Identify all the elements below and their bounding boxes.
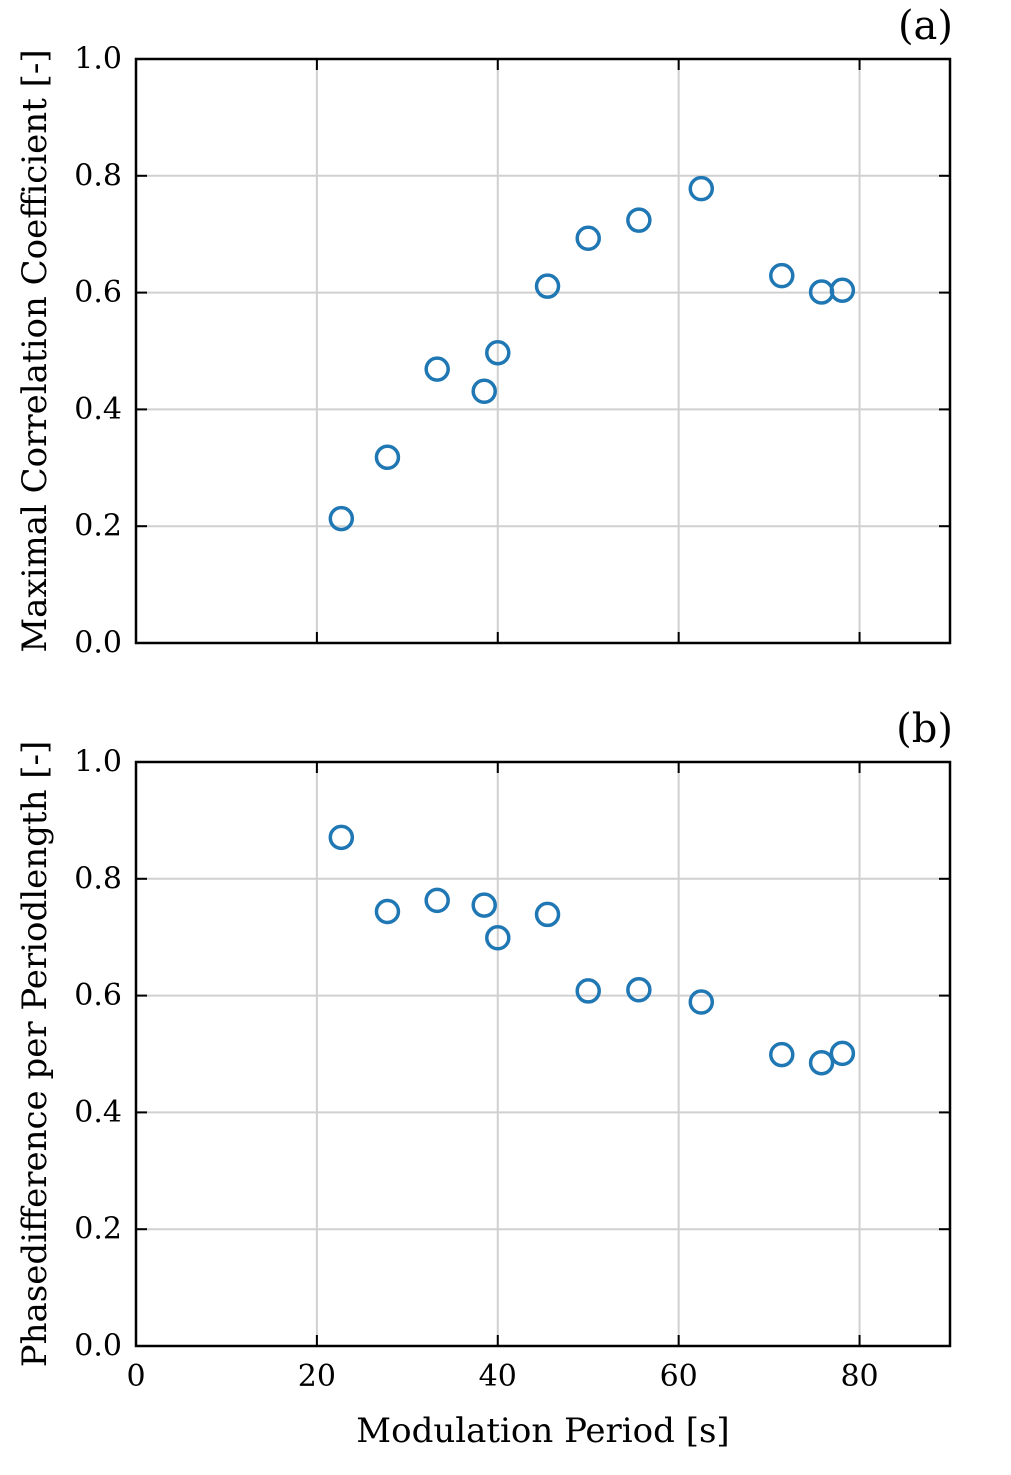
panel-a: 0.0 0.2 0.4 0.6 0.8 1.0 Maximal Correlation Co… [15, 3, 953, 661]
data-point [374, 444, 401, 471]
y-tick-label: 0.0 [74, 1329, 122, 1364]
data-point [626, 977, 652, 1003]
data-point [534, 273, 561, 299]
y-tick-label: 1.0 [74, 42, 122, 77]
x-tick-label: 0 [126, 1359, 145, 1394]
data-point [485, 340, 511, 366]
y-tick-label: 0.4 [74, 1095, 122, 1130]
data-point [328, 505, 355, 532]
y-tick-label: 0.4 [74, 392, 122, 427]
y-tick-label: 0.2 [74, 1212, 122, 1247]
x-tick-label: 20 [298, 1359, 336, 1394]
plot-frame [134, 760, 952, 1348]
data-point [688, 175, 715, 202]
plot-frame [134, 57, 952, 645]
data-point [626, 207, 652, 233]
data-point [769, 262, 795, 289]
data-point [829, 1040, 856, 1067]
data-point [829, 277, 856, 304]
y-tick-label: 0.2 [74, 509, 122, 544]
data-point [328, 824, 355, 851]
y-tick-label: 0.6 [74, 978, 122, 1013]
y-tick-label: 0.8 [74, 861, 122, 896]
y-tick-label: 0.8 [74, 158, 122, 193]
y-tick-label: 1.0 [74, 745, 122, 780]
y-tick-label: 0.6 [74, 275, 122, 310]
y-tick-label: 0.0 [74, 626, 122, 661]
panel-label: (a) [898, 3, 953, 49]
x-tick-label: 40 [479, 1359, 517, 1394]
panel-label: (b) [896, 706, 953, 752]
data-point [534, 901, 561, 928]
data-point [424, 356, 450, 382]
y-axis-title: Phasedifference per Periodlength [-] [15, 741, 55, 1368]
data-point [374, 898, 401, 925]
panel-b: 0.0 0.2 0.4 0.6 0.8 1.0 0 20 40 60 80 Phasedifferen… [15, 706, 953, 1451]
x-tick-label: 60 [660, 1359, 698, 1394]
data-point [575, 978, 601, 1004]
data-point [471, 892, 497, 918]
data-point [485, 925, 511, 951]
data-point [424, 887, 450, 914]
data-point [769, 1041, 795, 1068]
data-point [808, 1050, 835, 1076]
x-axis-title: Modulation Period [s] [356, 1411, 729, 1451]
data-point [688, 989, 715, 1015]
y-axis-title: Maximal Correlation Coefficient [-] [15, 49, 55, 652]
data-point [471, 378, 497, 405]
data-point [575, 225, 601, 252]
x-tick-label: 80 [840, 1359, 878, 1394]
